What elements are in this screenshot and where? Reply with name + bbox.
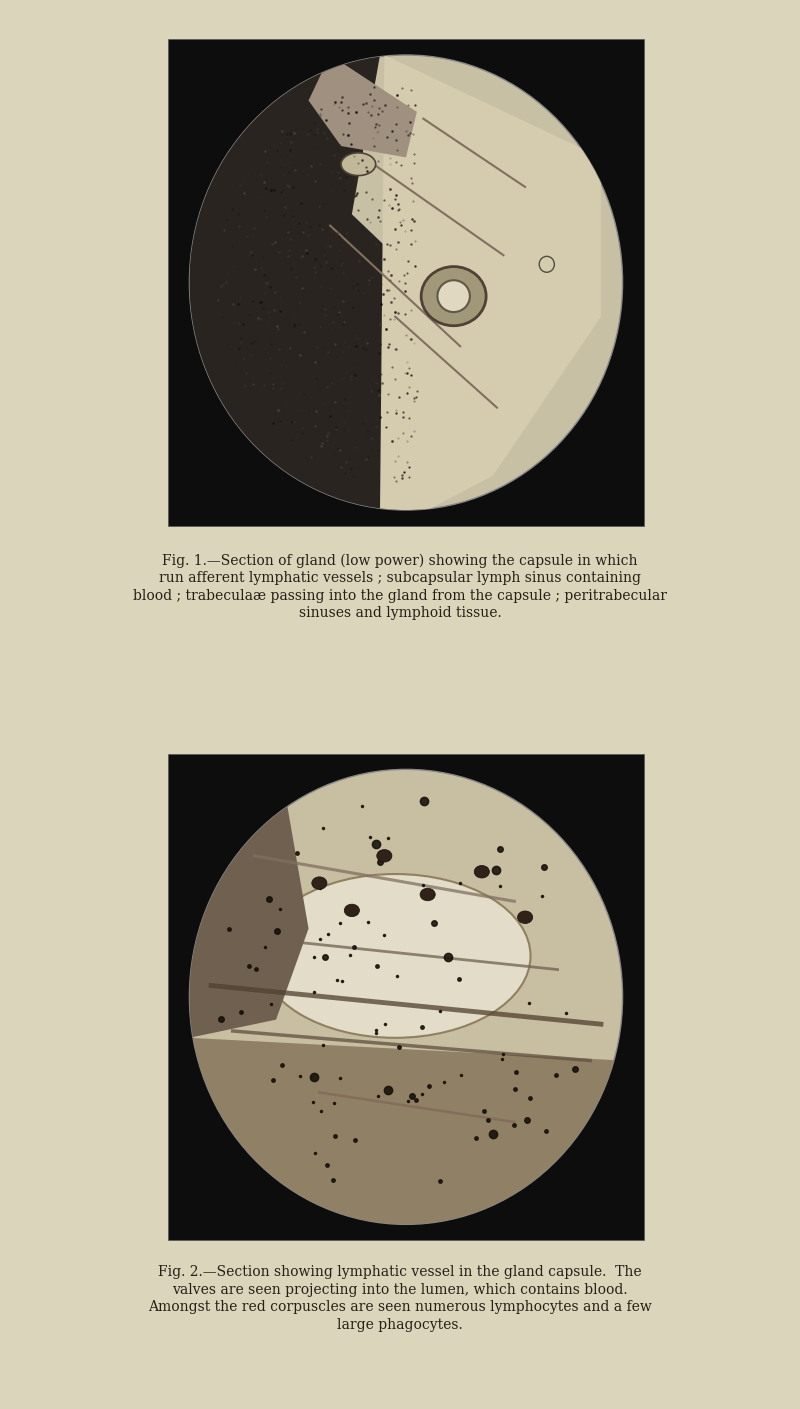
Polygon shape xyxy=(190,1038,622,1224)
Text: Amongst the red corpuscles are seen numerous lymphocytes and a few: Amongst the red corpuscles are seen nume… xyxy=(148,1301,652,1315)
Text: Fig. 1.—Section of gland (low power) showing the capsule in which: Fig. 1.—Section of gland (low power) sho… xyxy=(162,554,638,568)
Polygon shape xyxy=(190,55,438,510)
Ellipse shape xyxy=(312,876,327,889)
Ellipse shape xyxy=(190,769,622,1224)
Ellipse shape xyxy=(344,905,359,917)
Text: large phagocytes.: large phagocytes. xyxy=(337,1317,463,1332)
Ellipse shape xyxy=(420,888,435,900)
Ellipse shape xyxy=(190,55,622,510)
Text: run afferent lymphatic vessels ; subcapsular lymph sinus containing: run afferent lymphatic vessels ; subcaps… xyxy=(159,571,641,585)
Text: Fig. 2.—Section showing lymphatic vessel in the gland capsule.  The: Fig. 2.—Section showing lymphatic vessel… xyxy=(158,1265,642,1279)
Ellipse shape xyxy=(438,280,470,311)
Ellipse shape xyxy=(377,850,392,862)
FancyBboxPatch shape xyxy=(168,754,644,1240)
Ellipse shape xyxy=(190,55,622,510)
Polygon shape xyxy=(380,55,601,510)
Ellipse shape xyxy=(518,912,533,923)
Ellipse shape xyxy=(421,266,486,325)
Polygon shape xyxy=(190,769,309,1038)
FancyBboxPatch shape xyxy=(168,39,644,526)
Ellipse shape xyxy=(341,152,376,176)
Polygon shape xyxy=(309,55,417,158)
Text: blood ; trabeculaæ passing into the gland from the capsule ; peritrabecular: blood ; trabeculaæ passing into the glan… xyxy=(133,589,667,603)
Text: sinuses and lymphoid tissue.: sinuses and lymphoid tissue. xyxy=(298,606,502,620)
Ellipse shape xyxy=(190,769,622,1224)
Ellipse shape xyxy=(474,865,490,878)
Text: valves are seen projecting into the lumen, which contains blood.: valves are seen projecting into the lume… xyxy=(172,1282,628,1296)
Ellipse shape xyxy=(260,874,530,1038)
